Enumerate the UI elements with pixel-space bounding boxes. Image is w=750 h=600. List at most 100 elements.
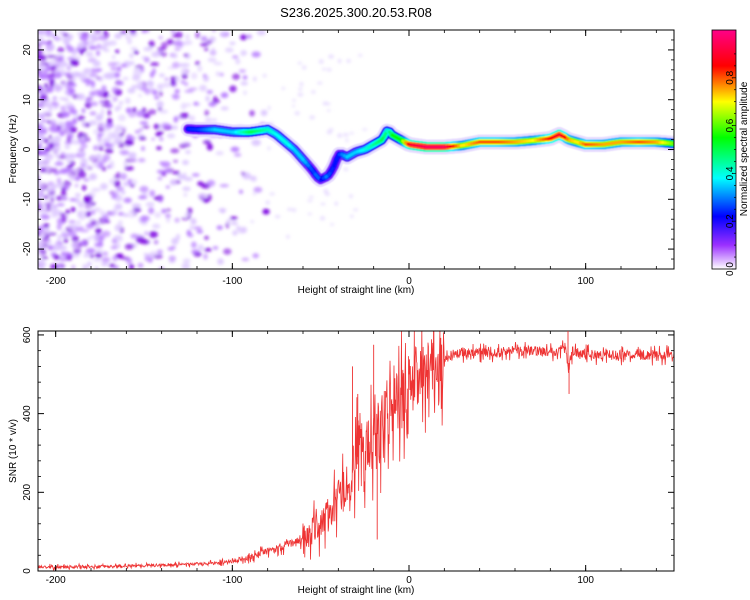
snr-spikes [352,331,570,540]
noise-blob [326,109,331,112]
noise-blob [240,34,247,41]
noise-blob [57,234,62,242]
noise-blob [80,143,88,149]
noise-blob [84,97,91,103]
noise-blob [241,49,247,55]
noise-blob [89,253,94,259]
noise-blob [46,202,52,210]
noise-blob [164,77,170,81]
noise-blob [267,146,271,151]
noise-blob [181,159,189,165]
noise-blob [362,128,368,131]
noise-blob [60,105,67,113]
noise-blob [102,213,110,221]
snr-y-tick-label: 0 [22,568,33,574]
noise-blob [49,263,59,269]
noise-blob [61,215,67,223]
noise-blob [179,112,190,119]
noise-blob [43,223,50,228]
noise-blob [147,79,154,86]
noise-blob [203,253,208,260]
noise-blob [104,219,111,224]
noise-blob [63,237,69,244]
noise-blob [93,207,101,213]
noise-blob [79,225,84,231]
noise-blob [122,213,129,217]
noise-blob [140,215,148,223]
spectrogram-heatmap [38,30,674,269]
noise-blob [124,97,131,105]
noise-blob [61,229,66,235]
noise-blob [165,213,171,219]
noise-blob [67,46,75,53]
noise-blob [132,70,143,77]
noise-blob [89,176,93,181]
noise-blob [111,86,119,94]
noise-blob [123,160,128,168]
snr-y-tick-label: 600 [22,326,33,343]
noise-blob [60,196,68,201]
noise-blob [94,265,99,269]
noise-blob [181,262,191,269]
noise-blob [51,184,58,189]
noise-blob [48,126,56,131]
noise-blob [76,220,81,226]
noise-blob [59,131,65,137]
noise-blob [294,111,300,116]
noise-blob [161,161,171,168]
noise-blob [72,117,78,125]
noise-blob [83,178,90,182]
noise-blob [212,118,217,122]
noise-blob [173,116,179,123]
noise-blob [115,49,120,54]
colorbar: 0.0 0.2 0.4 0.6 0.8 Normalized spectral ampl… [711,29,750,276]
noise-blob [97,121,107,129]
spectrogram-x-ticks: -200 -100 0 100 [46,30,657,287]
noise-blob [49,122,57,126]
noise-blob [93,128,98,135]
figure-title: S236.2025.300.20.53.R08 [280,5,432,20]
noise-blob [65,252,73,259]
noise-blob [82,264,87,269]
spectrogram-y-ticks: -20 -10 0 10 20 [22,29,674,270]
noise-blob [119,150,130,156]
noise-blob [150,62,160,67]
noise-blob [47,39,53,45]
noise-blob [110,66,119,71]
noise-blob [202,198,210,203]
noise-blob [41,207,46,214]
noise-blob [166,39,175,45]
noise-blob [116,104,122,110]
noise-blob [152,223,161,229]
noise-blob [109,160,115,165]
noise-blob [307,199,313,203]
noise-blob [240,81,248,86]
noise-blob [66,172,74,178]
noise-blob [46,65,52,72]
noise-blob [183,103,192,107]
noise-blob [204,235,209,240]
noise-blob [113,96,118,102]
noise-blob [59,123,67,130]
noise-blob [291,104,296,108]
noise-blob [178,63,186,68]
noise-blob [38,50,43,55]
noise-blob [40,167,46,173]
noise-blob [38,173,41,179]
spectrogram-y-label: Frequency (Hz) [8,115,19,184]
noise-blob [301,65,307,70]
colorbar-tick-label: 0.0 [725,262,736,276]
noise-blob [299,81,304,87]
noise-blob [64,89,69,95]
noise-blob [191,173,200,177]
noise-blob [262,208,270,215]
noise-blob [85,51,94,58]
noise-blob [286,234,290,239]
noise-blob [309,115,315,120]
noise-blob [100,262,109,267]
noise-blob [38,53,42,60]
noise-blob [48,60,53,67]
noise-blob [117,114,126,122]
snr-x-tick-label: 0 [406,575,412,586]
